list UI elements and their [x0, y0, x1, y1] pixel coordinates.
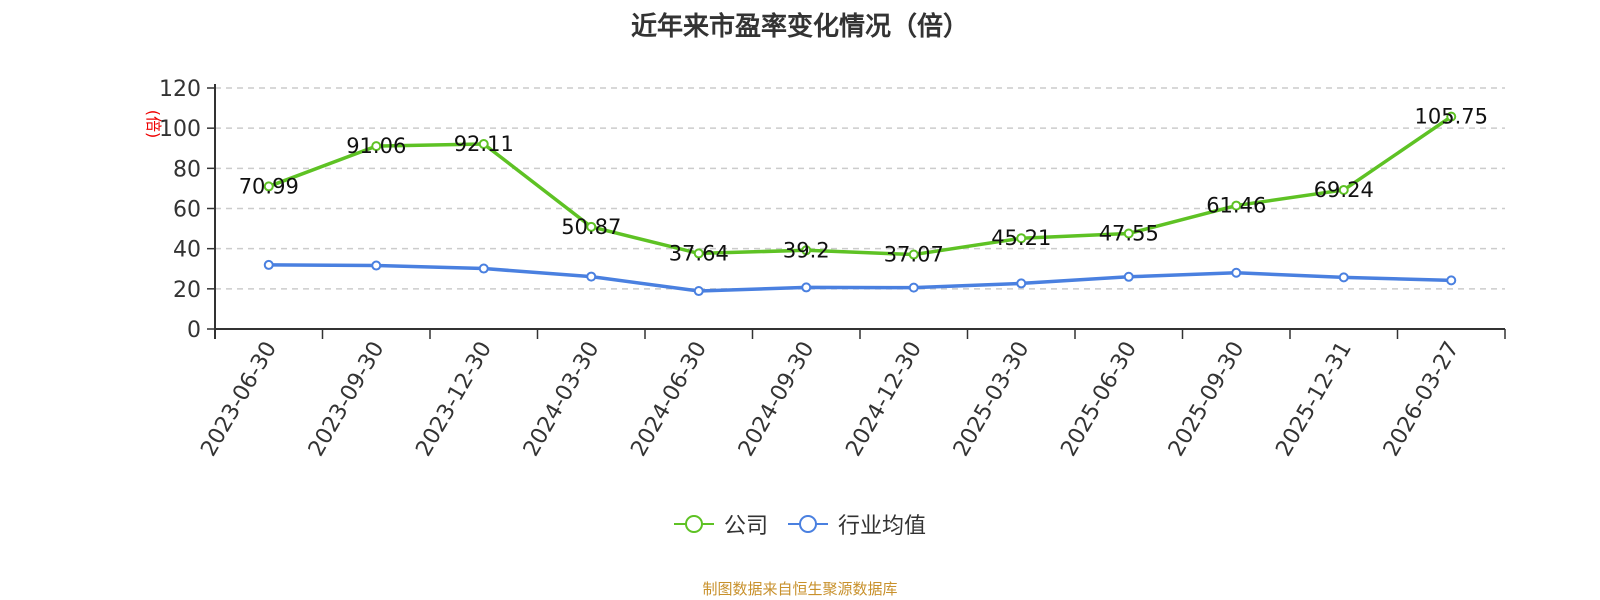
- data-point[interactable]: [371, 141, 382, 152]
- x-tick-label: 2023-09-30: [304, 338, 390, 461]
- x-tick-label: 2024-03-30: [519, 338, 605, 461]
- data-label: 45.21: [991, 226, 1051, 250]
- data-point[interactable]: [1123, 271, 1134, 282]
- y-tick-label: 40: [173, 238, 201, 263]
- data-label: 91.06: [346, 134, 406, 158]
- data-point[interactable]: [1016, 278, 1027, 289]
- y-tick-label: 60: [173, 198, 201, 223]
- data-point[interactable]: [1016, 233, 1027, 244]
- data-point[interactable]: [1446, 111, 1457, 122]
- x-tick-label: 2025-03-30: [949, 338, 1035, 461]
- data-point[interactable]: [693, 248, 704, 259]
- y-tick-label: 0: [187, 318, 201, 343]
- data-source-note: 制图数据来自恒生聚源数据库: [702, 580, 898, 598]
- legend-line-circle-icon: [788, 515, 828, 533]
- x-tick-label: 2025-09-30: [1164, 338, 1250, 461]
- y-tick-label: 100: [159, 117, 201, 142]
- series-line: [268, 263, 1452, 293]
- data-label: 39.2: [783, 238, 830, 262]
- legend-item-industry-average[interactable]: 行业均值: [788, 508, 926, 540]
- legend-item-company[interactable]: 公司: [673, 508, 768, 540]
- data-label: 61.46: [1206, 194, 1266, 218]
- data-point[interactable]: [263, 259, 274, 270]
- legend-line-circle-icon: [673, 515, 714, 533]
- data-point[interactable]: [801, 245, 812, 256]
- data-label: 70.99: [239, 174, 299, 198]
- data-point[interactable]: [801, 282, 812, 293]
- data-point[interactable]: [263, 181, 274, 192]
- x-tick-label: 2025-06-30: [1056, 338, 1142, 461]
- data-point[interactable]: [478, 139, 489, 150]
- x-tick-label: 2024-09-30: [734, 338, 820, 461]
- x-tick-label: 2023-12-30: [411, 338, 497, 461]
- x-tick-label: 2025-12-31: [1271, 338, 1357, 461]
- data-point[interactable]: [1338, 272, 1349, 283]
- data-point[interactable]: [1446, 275, 1457, 286]
- data-point[interactable]: [1123, 228, 1134, 239]
- series-line: [268, 115, 1453, 257]
- data-point[interactable]: [586, 271, 597, 282]
- data-label: 37.64: [669, 241, 729, 265]
- legend: 公司 行业均值: [0, 508, 1600, 540]
- data-point[interactable]: [1231, 267, 1242, 278]
- data-point[interactable]: [478, 263, 489, 274]
- y-tick-label: 120: [159, 77, 201, 102]
- data-label: 47.55: [1099, 222, 1159, 246]
- data-point[interactable]: [693, 286, 704, 297]
- y-axis-label: (倍): [144, 110, 163, 139]
- y-tick-label: 20: [173, 278, 201, 303]
- data-point[interactable]: [586, 221, 597, 232]
- data-point[interactable]: [908, 282, 919, 293]
- x-tick-label: 2024-06-30: [626, 338, 712, 461]
- x-tick-label: 2024-12-30: [841, 338, 927, 461]
- x-tick-label: 2026-03-27: [1379, 338, 1465, 461]
- data-point[interactable]: [908, 249, 919, 260]
- data-label: 50.87: [561, 215, 621, 239]
- legend-label: 公司: [723, 514, 768, 539]
- data-label: 69.24: [1314, 178, 1374, 202]
- x-tick-label: 2023-06-30: [196, 338, 282, 461]
- data-label: 37.07: [884, 243, 944, 267]
- legend-label: 行业均值: [838, 514, 927, 539]
- data-point[interactable]: [371, 260, 382, 271]
- data-label: 92.11: [454, 132, 514, 156]
- data-label: 105.75: [1415, 105, 1488, 129]
- y-tick-label: 80: [173, 157, 201, 182]
- chart-title: 近年来市盈率变化情况（倍）: [630, 12, 969, 42]
- data-point[interactable]: [1338, 184, 1349, 195]
- data-point[interactable]: [1231, 200, 1242, 211]
